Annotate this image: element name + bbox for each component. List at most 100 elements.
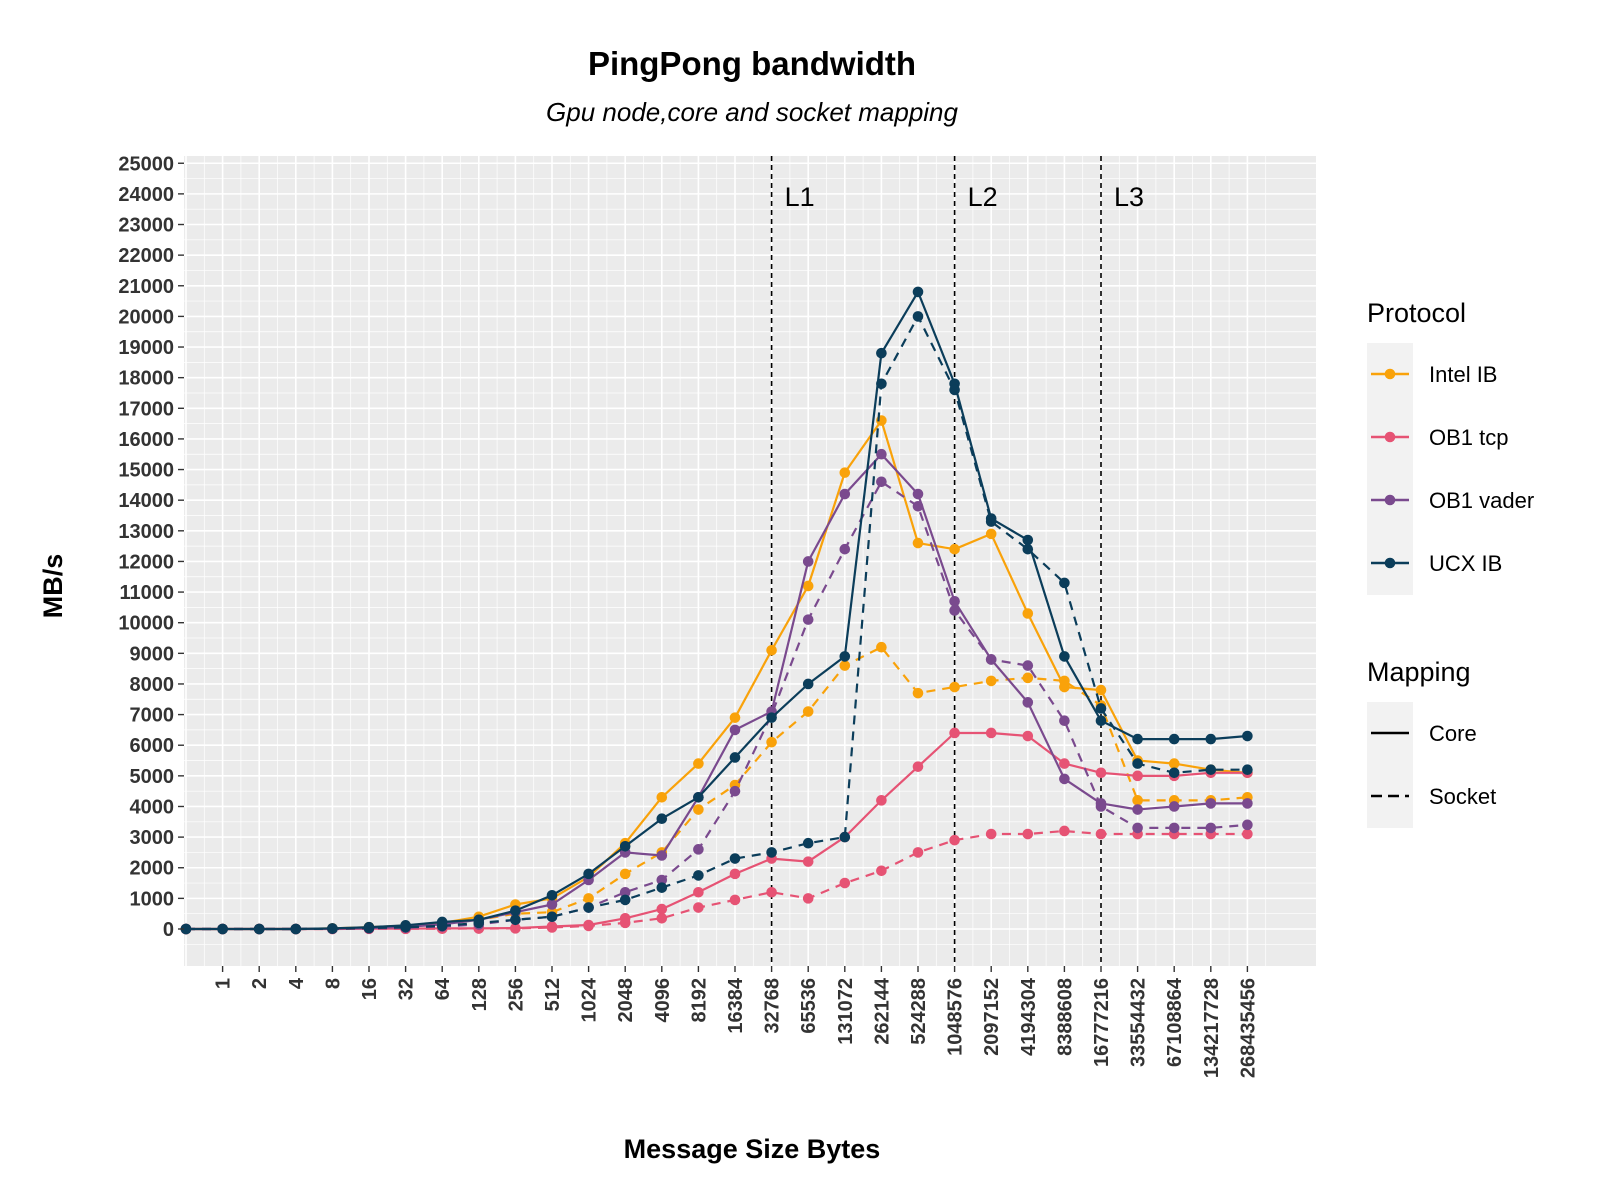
legend-item-ob1-vader: OB1 vader	[1371, 488, 1534, 513]
legend-item-core: Core	[1371, 721, 1477, 746]
data-point	[876, 347, 887, 359]
data-point	[327, 923, 338, 934]
data-point	[1168, 758, 1180, 769]
data-point	[1059, 577, 1070, 589]
y-tick-label: 6000	[130, 735, 175, 757]
data-point	[949, 605, 960, 616]
data-point	[985, 828, 997, 840]
y-tick-label: 16000	[118, 429, 174, 451]
legend-item-ob1-tcp: OB1 tcp	[1371, 425, 1508, 450]
legend-key-point	[1384, 557, 1396, 569]
y-tick-label: 23000	[118, 215, 174, 237]
data-point	[473, 917, 485, 929]
data-point	[839, 831, 851, 843]
data-point	[656, 813, 668, 825]
y-tick-label: 24000	[118, 184, 174, 206]
x-tick-label: 1048576	[945, 978, 967, 1056]
data-point	[583, 893, 594, 904]
data-point	[693, 804, 704, 815]
data-point	[1059, 758, 1070, 769]
data-point	[729, 752, 741, 763]
data-point	[949, 543, 960, 555]
data-point	[949, 681, 960, 693]
data-point	[876, 865, 887, 877]
x-tick-label: 67108864	[1164, 977, 1186, 1067]
x-tick-label: 32768	[762, 978, 784, 1034]
y-axis-title: MB/s	[38, 554, 68, 619]
x-tick-label: 8388608	[1054, 978, 1076, 1056]
data-point	[802, 856, 814, 867]
data-point	[985, 675, 997, 687]
data-point	[802, 614, 814, 625]
data-point	[1022, 828, 1034, 840]
data-point	[1022, 660, 1034, 671]
data-point	[839, 877, 851, 889]
data-point	[912, 537, 924, 549]
data-point	[912, 286, 924, 298]
data-point	[876, 795, 887, 806]
vline-label-l3: L3	[1114, 182, 1144, 212]
y-tick-label: 7000	[130, 705, 175, 727]
data-point	[583, 920, 594, 932]
y-tick-label: 9000	[130, 643, 175, 665]
y-tick-label: 19000	[118, 337, 174, 359]
x-tick-label: 8	[322, 978, 344, 989]
chart-subtitle: Gpu node,core and socket mapping	[546, 97, 958, 127]
data-point	[766, 847, 777, 858]
x-tick-label: 262144	[871, 977, 893, 1045]
y-tick-label: 0	[163, 919, 174, 941]
x-tick-label: 33554432	[1128, 978, 1150, 1067]
y-tick-label: 15000	[118, 460, 174, 482]
data-point	[876, 378, 887, 390]
legend-label: OB1 tcp	[1429, 425, 1508, 450]
x-tick-label: 16	[359, 978, 381, 1000]
y-tick-label: 8000	[130, 674, 175, 696]
series-line-ucx-ib-socket	[186, 315, 1248, 931]
data-point	[1205, 798, 1217, 809]
data-point	[546, 890, 558, 901]
data-point	[1022, 697, 1034, 708]
data-point	[217, 923, 228, 935]
data-point	[619, 894, 631, 906]
data-point	[1132, 795, 1143, 806]
data-point	[1022, 672, 1034, 684]
data-point	[656, 882, 668, 893]
x-tick-label: 1	[213, 978, 235, 989]
data-point	[839, 543, 851, 555]
data-point	[546, 911, 558, 923]
data-point	[180, 923, 192, 935]
data-point	[693, 870, 704, 881]
data-point	[729, 712, 741, 723]
y-tick-label: 5000	[130, 766, 175, 788]
x-tick-label: 2048	[615, 978, 637, 1023]
data-point	[253, 923, 265, 935]
data-point	[290, 923, 302, 935]
data-point	[912, 488, 924, 500]
data-point	[1168, 733, 1180, 745]
x-tick-label: 64	[432, 977, 454, 1000]
data-point	[876, 476, 887, 488]
data-point	[985, 516, 997, 527]
data-point	[985, 528, 997, 540]
y-tick-label: 10000	[118, 613, 174, 635]
data-point	[802, 678, 814, 690]
x-tick-label: 131072	[835, 978, 857, 1045]
data-point	[1095, 767, 1107, 779]
data-point	[546, 899, 558, 910]
x-tick-label: 1024	[579, 977, 601, 1022]
data-point	[766, 886, 777, 898]
x-tick-label: 16777216	[1091, 978, 1113, 1067]
data-point	[510, 914, 521, 926]
vline-label-l1: L1	[785, 182, 815, 212]
data-point	[1095, 801, 1107, 812]
data-point	[546, 922, 558, 933]
legend: Protocol Intel IB OB1 tcp OB1 vader UCX IB Ma…	[1367, 298, 1534, 828]
x-axis-title: Message Size Bytes	[624, 1134, 881, 1164]
legend-label: Intel IB	[1429, 362, 1497, 387]
data-point	[656, 791, 668, 803]
x-axis: 1 2 4 8 16 32 64 128 256 512 1024 2048 4096 8192 16384…	[213, 966, 1259, 1078]
legend-title-mapping: Mapping	[1367, 657, 1471, 687]
data-point	[912, 847, 924, 858]
data-point	[693, 791, 704, 803]
data-point	[656, 912, 668, 924]
